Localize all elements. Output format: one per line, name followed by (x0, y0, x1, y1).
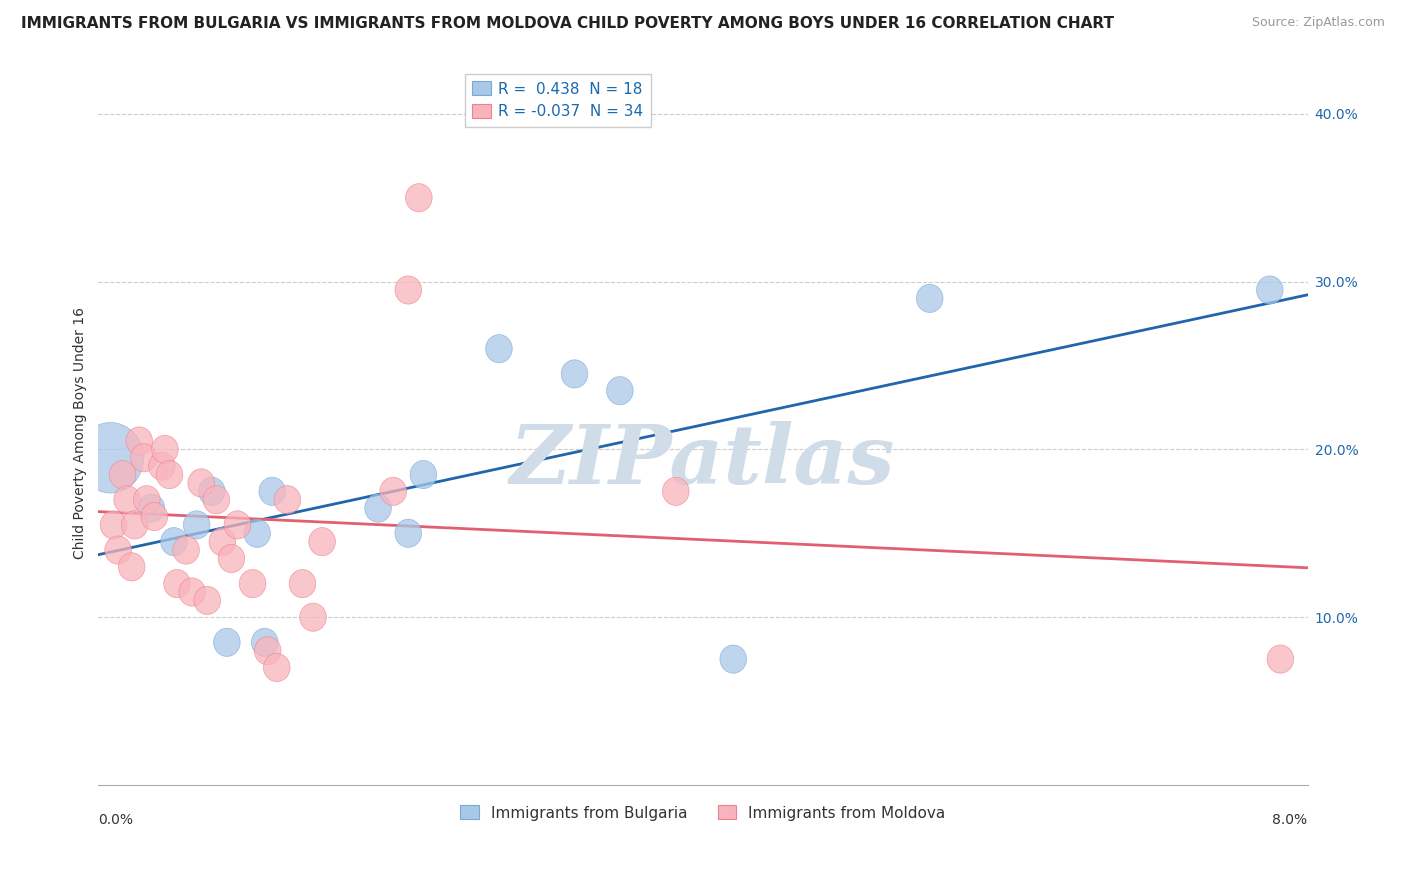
Ellipse shape (720, 645, 747, 673)
Ellipse shape (259, 477, 285, 506)
Ellipse shape (214, 628, 240, 657)
Ellipse shape (163, 569, 190, 598)
Ellipse shape (218, 544, 245, 573)
Ellipse shape (127, 427, 152, 455)
Ellipse shape (274, 485, 301, 514)
Legend: Immigrants from Bulgaria, Immigrants from Moldova: Immigrants from Bulgaria, Immigrants fro… (454, 799, 952, 827)
Ellipse shape (239, 569, 266, 598)
Ellipse shape (134, 485, 160, 514)
Text: IMMIGRANTS FROM BULGARIA VS IMMIGRANTS FROM MOLDOVA CHILD POVERTY AMONG BOYS UND: IMMIGRANTS FROM BULGARIA VS IMMIGRANTS F… (21, 16, 1114, 31)
Ellipse shape (138, 494, 165, 522)
Ellipse shape (411, 460, 437, 489)
Ellipse shape (485, 334, 512, 363)
Y-axis label: Child Poverty Among Boys Under 16: Child Poverty Among Boys Under 16 (73, 307, 87, 558)
Ellipse shape (198, 477, 225, 506)
Ellipse shape (77, 423, 143, 493)
Ellipse shape (662, 477, 689, 506)
Ellipse shape (224, 511, 250, 539)
Text: Source: ZipAtlas.com: Source: ZipAtlas.com (1251, 16, 1385, 29)
Ellipse shape (105, 536, 131, 564)
Ellipse shape (364, 494, 391, 522)
Ellipse shape (160, 527, 187, 556)
Ellipse shape (202, 485, 229, 514)
Ellipse shape (149, 452, 176, 480)
Ellipse shape (290, 569, 316, 598)
Ellipse shape (110, 460, 136, 489)
Ellipse shape (131, 443, 157, 472)
Ellipse shape (173, 536, 200, 564)
Ellipse shape (606, 376, 633, 405)
Ellipse shape (309, 527, 336, 556)
Ellipse shape (114, 485, 141, 514)
Ellipse shape (188, 469, 215, 497)
Ellipse shape (252, 628, 278, 657)
Text: ZIPatlas: ZIPatlas (510, 421, 896, 500)
Ellipse shape (263, 654, 290, 681)
Text: 8.0%: 8.0% (1272, 814, 1308, 827)
Ellipse shape (1267, 645, 1294, 673)
Ellipse shape (380, 477, 406, 506)
Ellipse shape (118, 553, 145, 581)
Ellipse shape (100, 511, 127, 539)
Ellipse shape (183, 511, 209, 539)
Ellipse shape (156, 460, 183, 489)
Ellipse shape (561, 359, 588, 388)
Ellipse shape (194, 586, 221, 615)
Ellipse shape (395, 519, 422, 548)
Ellipse shape (179, 578, 205, 606)
Ellipse shape (405, 184, 432, 211)
Ellipse shape (299, 603, 326, 632)
Ellipse shape (243, 519, 270, 548)
Text: 0.0%: 0.0% (98, 814, 134, 827)
Ellipse shape (141, 502, 167, 531)
Ellipse shape (121, 511, 148, 539)
Ellipse shape (152, 435, 179, 464)
Ellipse shape (209, 527, 236, 556)
Ellipse shape (254, 637, 281, 665)
Ellipse shape (917, 285, 943, 312)
Ellipse shape (395, 276, 422, 304)
Ellipse shape (1257, 276, 1284, 304)
